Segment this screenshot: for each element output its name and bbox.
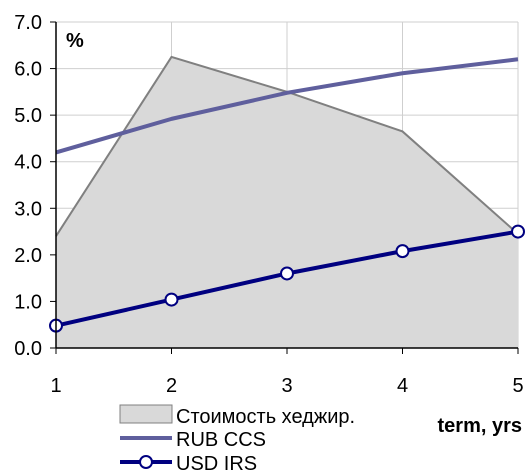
legend-swatch-hedge-cost xyxy=(119,404,173,424)
y-tick-label: 0.0 xyxy=(14,338,42,360)
legend-marker-usd-irs xyxy=(139,455,153,469)
legend-label-hedge-cost: Стоимость хеджир. xyxy=(176,406,355,428)
y-tick-label: 6.0 xyxy=(14,59,42,81)
usd-irs-point xyxy=(280,266,294,281)
usd-irs-point xyxy=(395,244,410,259)
y-tick-labels: 0.0 1.0 2.0 3.0 4.0 5.0 6.0 7.0 xyxy=(14,12,42,360)
x-tick-label: 1 xyxy=(50,375,61,397)
legend: Стоимость хеджир. RUB CCS USD IRS xyxy=(119,404,355,474)
x-tick-label: 5 xyxy=(512,375,523,397)
x-tick-label: 2 xyxy=(166,375,177,397)
usd-irs-point xyxy=(164,292,179,307)
y-tick-label: 2.0 xyxy=(14,245,42,267)
unit-label: % xyxy=(66,30,84,52)
legend-label-usd-irs: USD IRS xyxy=(176,453,257,474)
y-tick-label: 4.0 xyxy=(14,152,42,174)
area-hedge-cost xyxy=(56,56,518,349)
area-series-layer xyxy=(55,55,519,349)
x-tick-label: 3 xyxy=(281,375,292,397)
x-tick-label: 4 xyxy=(397,375,408,397)
legend-label-rub-ccs: RUB CCS xyxy=(176,429,266,451)
line-rub-ccs xyxy=(55,57,519,155)
y-tick-label: 5.0 xyxy=(14,105,42,127)
marker-layer xyxy=(49,224,525,333)
usd-irs-point xyxy=(511,224,525,239)
y-tick-label: 7.0 xyxy=(14,12,42,34)
axes xyxy=(50,21,519,354)
x-tick-labels: 1 2 3 4 5 xyxy=(50,375,523,397)
y-tick-label: 3.0 xyxy=(14,198,42,220)
x-axis-label: term, yrs xyxy=(438,415,523,437)
y-tick-label: 1.0 xyxy=(14,291,42,313)
